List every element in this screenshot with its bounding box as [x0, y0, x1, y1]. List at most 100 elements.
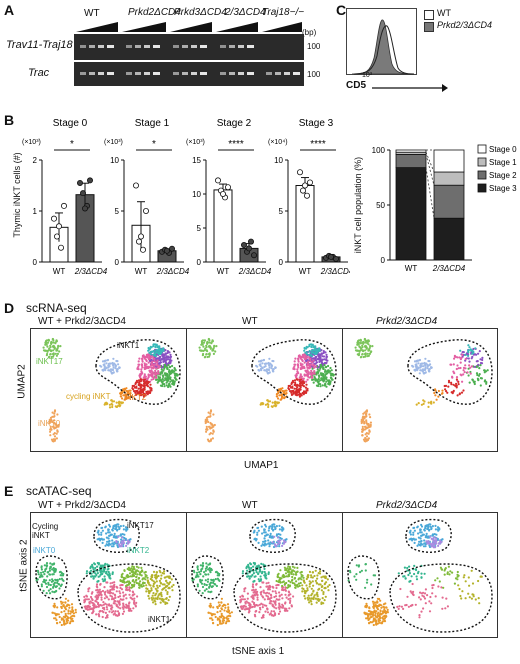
- point-0-1-3: [87, 177, 94, 184]
- scrna-subtitle-3: Prkd2/3ΔCD4: [376, 316, 438, 327]
- point-3-0-2: [303, 192, 310, 199]
- cluster-inkt1-yellowgreen: [275, 565, 305, 589]
- gel-bp-label: (bp): [302, 28, 317, 37]
- y-tick-label-2-2: 10: [192, 190, 201, 199]
- stack-seg-1-0: [433, 217, 465, 261]
- stack-tick-label-0: 100: [372, 146, 386, 155]
- cd5-tick-label: 10³: [362, 72, 373, 79]
- legend-swatch-ko: [424, 22, 434, 32]
- x-label-1-0: WT: [135, 267, 148, 276]
- label-inkt0-d: iNKT0: [38, 419, 61, 428]
- y-tick-label-3-0: 0: [279, 258, 284, 267]
- cluster-cycling-orange: [207, 597, 233, 627]
- cluster-inkt1-green: [465, 364, 489, 387]
- point-0-0-2: [58, 244, 65, 251]
- cluster-inkt17: [198, 337, 218, 359]
- cluster-orange: [275, 387, 288, 401]
- tsne2-label: tSNE axis 2: [18, 539, 30, 592]
- cluster-inkt1-pink: [449, 353, 473, 383]
- y-tick-label-1-1: 5: [115, 207, 120, 216]
- point-0-1-4: [82, 205, 89, 212]
- outline-inkt1: [251, 339, 337, 405]
- umap-frame: [30, 328, 498, 452]
- sig-mark-2: ****: [228, 139, 244, 150]
- stack-legend-label-1: Stage 1: [489, 158, 517, 167]
- stack-legend-swatch-1: [477, 157, 487, 167]
- cluster-inkt2-red: [443, 378, 465, 397]
- label-inkt2-e: iNKT2: [127, 546, 150, 555]
- stack-legend-label-0: Stage 0: [489, 145, 517, 154]
- stack-tick-label-1: 50: [376, 201, 385, 210]
- gel-group-23: 2/3ΔCD4: [225, 7, 266, 18]
- label-inkt17-e: iNKT17: [127, 521, 154, 530]
- cluster-inkt1-green: [153, 363, 179, 389]
- scatac-subtitle-3: Prkd2/3ΔCD4: [376, 500, 438, 511]
- cluster-cycling: [259, 399, 280, 409]
- cluster-inkt17: [42, 337, 62, 359]
- cluster-inkt17-purple: [271, 535, 287, 548]
- stack-seg-1-2: [433, 171, 465, 186]
- point-1-0-3: [143, 208, 150, 215]
- cluster-inkt0: [204, 409, 216, 443]
- y-tick-label-3-2: 10: [274, 156, 283, 165]
- cluster-inkt0: [48, 409, 60, 443]
- point-2-0-3: [224, 184, 231, 191]
- chart-title-0: Stage 0: [53, 118, 88, 129]
- tsne-panel-ko: [347, 518, 493, 633]
- point-0-1-0: [77, 179, 84, 186]
- gel-group-traj18: Traj18−/−: [262, 7, 305, 18]
- outline-inkt1: [389, 563, 493, 633]
- cluster-inkt2-red: [131, 378, 153, 398]
- chart-title-2: Stage 2: [217, 118, 252, 129]
- bar-2-0: [213, 189, 233, 263]
- point-0-0-0: [50, 215, 57, 222]
- y-tick-label-0-0: 0: [33, 258, 38, 267]
- y-tick-label-0-2: 2: [33, 156, 38, 165]
- chart-title-3: Stage 3: [299, 118, 334, 129]
- cluster-inkt1-yellowgreen: [434, 565, 460, 589]
- sig-mark-1: *: [152, 139, 156, 150]
- point-0-0-3: [61, 202, 68, 209]
- cluster-inkt1-olive: [145, 569, 175, 606]
- x-label-0-1: 2/3ΔCD4: [74, 267, 108, 276]
- point-0-0-4: [56, 223, 63, 230]
- scrna-subtitle-2: WT: [242, 316, 258, 327]
- point-2-1-2: [247, 238, 254, 245]
- outline-inkt1: [407, 339, 493, 405]
- point-1-0-0: [133, 182, 140, 189]
- cluster-lightblue: [411, 357, 433, 375]
- gel-image-trac: [74, 62, 304, 86]
- outline-inkt0: [347, 555, 380, 600]
- gel-row-label-trav11: Trav11-Traj18: [6, 39, 73, 51]
- tsne1-label: tSNE axis 1: [232, 646, 285, 657]
- stack-legend-swatch-3: [477, 183, 487, 193]
- scatac-subtitle-2: WT: [242, 500, 258, 511]
- stack-seg-0-3: [395, 149, 427, 153]
- gel-group-wt: WT: [84, 8, 100, 19]
- umap1-label: UMAP1: [244, 460, 279, 471]
- stage-bar-charts: Stage 0 (×10³) 0 1 2 WT 2/3ΔCD4 * Stage 1 (×10³) 0…: [22, 118, 350, 276]
- label-inkt2-d: iNKT2: [124, 393, 147, 402]
- chart-scale-2: (×10³): [186, 139, 205, 146]
- outline-inkt1: [233, 563, 337, 633]
- umap-panel-ko: [354, 337, 493, 443]
- sig-mark-0: *: [70, 139, 74, 150]
- stack-seg-1-1: [433, 184, 465, 219]
- outline-inkt0: [191, 555, 224, 600]
- cluster-inkt0-green: [347, 563, 377, 589]
- label-inkt1-e: iNKT1: [148, 615, 171, 624]
- panel-label-e: E: [4, 483, 14, 499]
- point-1-1-4: [163, 247, 170, 254]
- cluster-inkt1-pink: [396, 582, 449, 619]
- point-3-0-1: [299, 187, 306, 194]
- stack-connector-1: [425, 154, 435, 186]
- legend-swatch-wt: [424, 10, 434, 20]
- cluster-inkt17-purple: [115, 535, 131, 548]
- chart-scale-1: (×10³): [104, 139, 123, 146]
- y-tick-label-2-1: 5: [197, 224, 202, 233]
- y-tick-label-1-2: 10: [110, 156, 119, 165]
- stack-legend-label-3: Stage 3: [489, 184, 517, 193]
- cluster-inkt17-blue: [408, 523, 444, 549]
- point-1-1-3: [168, 245, 175, 252]
- cluster-inkt0-green: [191, 562, 221, 595]
